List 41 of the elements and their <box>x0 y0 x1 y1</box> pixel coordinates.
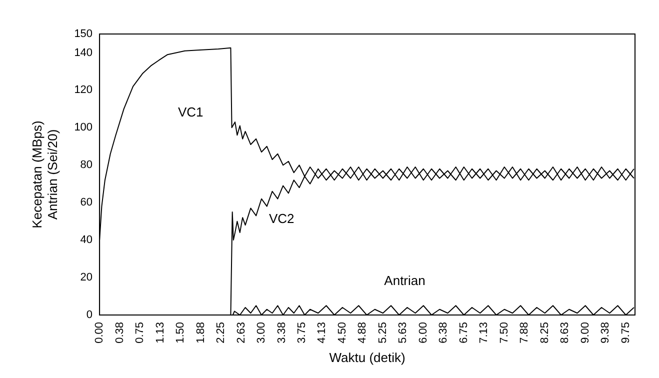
x-tick-label: 7.13 <box>478 322 490 344</box>
x-tick-label: 0.75 <box>134 322 146 344</box>
x-tick-label: 0.38 <box>114 322 126 344</box>
y-tick-label: 20 <box>80 272 93 284</box>
x-tick-label: 4.88 <box>356 322 369 344</box>
y-tick-label: 80 <box>80 159 93 172</box>
x-tick-label: 8.25 <box>538 322 551 344</box>
x-tick-label: 6.75 <box>458 322 470 344</box>
y-axis-title: Kecepatan (MBps) Antrian (Sei/20) <box>29 120 60 228</box>
x-tick-label: 3.00 <box>256 322 268 344</box>
x-tick-label: 3.75 <box>296 322 308 344</box>
x-tick-label: 9.00 <box>579 322 592 344</box>
y-tick-label: 0 <box>86 309 93 322</box>
x-tick-label: 8.63 <box>559 322 572 344</box>
x-tick-label: 4.13 <box>316 322 328 344</box>
x-tick-label: 2.25 <box>215 322 228 344</box>
y-tick-label: 150 <box>74 28 93 40</box>
x-tick-label: 7.50 <box>498 322 510 344</box>
series-label: VC2 <box>268 211 294 226</box>
x-tick-label: 9.75 <box>620 322 632 344</box>
x-tick-label: 2.63 <box>235 322 248 344</box>
y-tick-label: 140 <box>74 46 93 59</box>
x-tick-label: 0.00 <box>94 322 106 344</box>
x-tick-label: 9.38 <box>600 322 612 344</box>
x-tick-label: 1.50 <box>174 322 187 344</box>
x-tick-label: 7.88 <box>518 322 531 344</box>
y-tick-label: 120 <box>74 84 93 96</box>
series-label: Antrian <box>384 272 426 288</box>
x-tick-label: 1.13 <box>154 322 166 344</box>
x-tick-label: 6.00 <box>417 322 430 344</box>
x-axis-title: Waktu (detik) <box>329 350 406 365</box>
x-tick-label: 5.63 <box>397 322 410 344</box>
x-tick-label: 6.38 <box>438 322 450 344</box>
y-tick-label: 60 <box>80 196 93 209</box>
x-tick-label: 4.50 <box>336 322 348 344</box>
text: VC1 <box>178 104 204 120</box>
x-tick-label: 1.88 <box>194 322 207 344</box>
x-tick-label: 3.38 <box>276 322 288 344</box>
y-tick-label: 40 <box>80 234 93 246</box>
y-tick-label: 100 <box>74 122 93 134</box>
x-tick-label: 5.25 <box>376 322 389 344</box>
